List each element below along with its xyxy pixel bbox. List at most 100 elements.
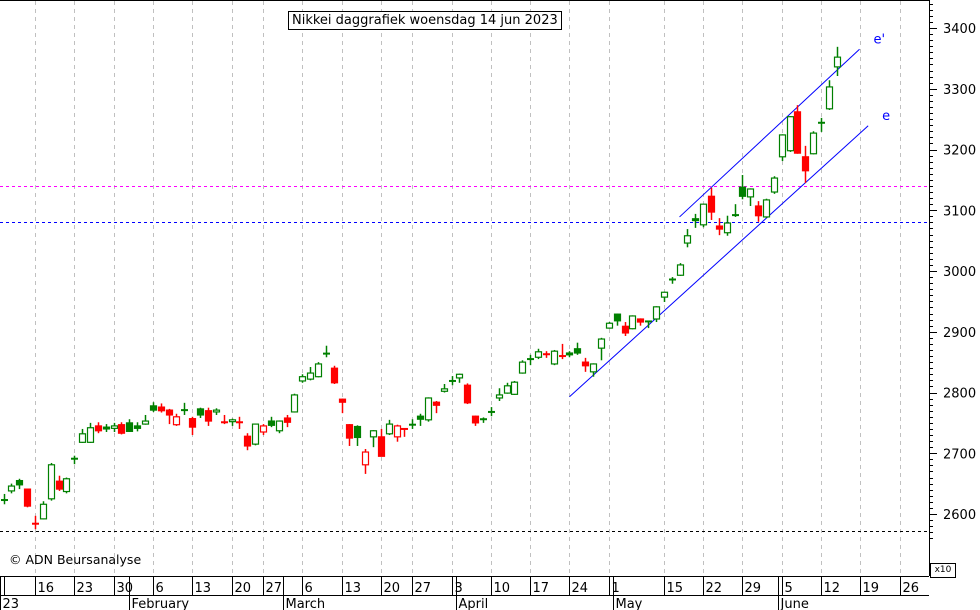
candle	[267, 416, 276, 428]
candle	[621, 322, 630, 337]
candle-body	[149, 405, 158, 411]
candle-body	[762, 199, 771, 218]
candle-body	[786, 116, 795, 152]
candle-body	[534, 351, 543, 358]
candle	[801, 145, 810, 183]
candle	[559, 343, 566, 360]
month-label: May	[616, 597, 643, 610]
candle	[503, 382, 512, 394]
candle-body	[621, 325, 630, 334]
candle	[149, 402, 158, 412]
candle-body	[251, 423, 260, 445]
candle	[723, 215, 732, 236]
candle-body	[385, 423, 394, 435]
candle	[86, 422, 95, 443]
candle	[581, 357, 590, 372]
x-tick-label: 6	[305, 581, 313, 596]
candle	[628, 315, 637, 330]
month-label: June	[780, 597, 809, 610]
candle	[102, 424, 111, 432]
candle-body	[573, 348, 582, 354]
candle	[699, 203, 708, 228]
candle	[770, 176, 779, 194]
candle-body	[503, 385, 512, 394]
candle-body	[471, 415, 480, 424]
x-tick-label: 24	[572, 581, 589, 596]
x-tick-label: 5	[785, 581, 793, 596]
candle	[480, 417, 487, 423]
candle-body	[204, 410, 213, 422]
candle-body	[676, 264, 685, 276]
candle	[15, 478, 24, 490]
candle-body	[825, 86, 834, 110]
candle	[636, 318, 645, 326]
copyright-label: © ADN Beursanalyse	[9, 552, 142, 567]
candle	[401, 427, 408, 437]
y-tick-label: 3100	[943, 204, 976, 219]
candle	[565, 351, 574, 358]
x-tick-label: 13	[195, 581, 212, 596]
candle-body	[369, 430, 378, 438]
candles	[1, 46, 842, 530]
candle	[212, 408, 221, 415]
candle	[385, 419, 394, 436]
candle	[165, 408, 174, 425]
candle	[605, 322, 614, 329]
candle	[669, 277, 676, 284]
candle-body	[510, 381, 519, 395]
candle	[243, 433, 252, 451]
candle	[172, 413, 181, 426]
candle-body	[597, 338, 606, 349]
candle-body	[455, 373, 464, 379]
candle-body	[267, 420, 276, 426]
candle	[573, 342, 582, 355]
y-tick-label: 2700	[943, 447, 976, 462]
candle	[23, 488, 32, 508]
x-tick-label: 22	[706, 581, 723, 596]
candle-body	[589, 363, 598, 373]
candle-body	[683, 235, 692, 244]
candle	[181, 402, 188, 415]
x-tick-label: 27	[266, 581, 283, 596]
candle-body	[746, 188, 755, 198]
candle-body	[432, 401, 441, 406]
candle-body	[212, 409, 221, 413]
candle	[762, 198, 771, 219]
candle-body	[660, 291, 669, 298]
candle	[110, 422, 119, 432]
candle	[613, 313, 622, 326]
candle	[818, 117, 825, 132]
y-tick-label: 2600	[943, 508, 976, 523]
x-tick-label: 6	[156, 581, 164, 596]
candle-body	[652, 306, 661, 320]
candle	[377, 428, 386, 457]
candle	[94, 422, 103, 434]
candle-body	[699, 203, 708, 226]
candle	[228, 418, 237, 426]
candle	[275, 420, 284, 434]
candle-body	[424, 397, 433, 421]
candle	[314, 362, 323, 378]
x-tick-label: 29	[745, 581, 762, 596]
candle-body	[55, 480, 64, 490]
candle	[71, 455, 78, 465]
trend-line-label: e	[882, 109, 890, 124]
candle-body	[754, 205, 763, 217]
candle-body	[15, 479, 24, 486]
candle-body	[463, 384, 472, 404]
candle	[306, 366, 315, 381]
candle-body	[801, 156, 810, 172]
candle-body	[778, 134, 787, 158]
candle-body	[259, 425, 268, 433]
candle	[463, 383, 472, 405]
candle	[259, 424, 268, 436]
x-tick-label: 3	[455, 581, 463, 596]
candle	[732, 204, 739, 217]
candle	[449, 376, 456, 386]
candle-body	[495, 394, 504, 399]
horizontal-lines	[0, 186, 929, 532]
candle	[746, 188, 755, 206]
candle	[39, 501, 48, 520]
x-tick-label: 30	[117, 581, 134, 596]
candle	[393, 424, 402, 442]
